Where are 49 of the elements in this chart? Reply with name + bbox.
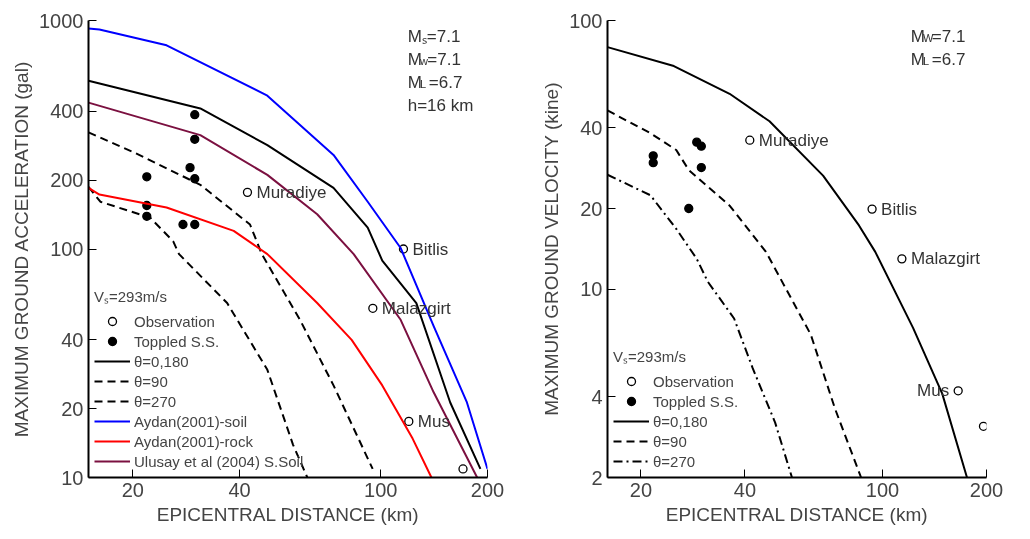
annotation: Bitlis xyxy=(881,199,917,219)
y-tick-label: 20 xyxy=(61,397,84,420)
annotation: Malazgirt xyxy=(910,249,981,269)
y-tick-label: 4 xyxy=(591,385,603,408)
legend-label: θ=90 xyxy=(653,432,687,450)
x-tick-label: 200 xyxy=(470,478,505,501)
x-tick-label: 20 xyxy=(629,478,653,501)
annotation: Bitlis xyxy=(412,239,449,259)
legend-label: Toppled S.S. xyxy=(134,332,220,350)
legend-label: θ=90 xyxy=(134,372,168,390)
x-tick-label: 20 xyxy=(121,478,144,501)
y-tick-label: 1000 xyxy=(39,9,84,32)
x-axis-title: EPICENTRAL DISTANCE (km) xyxy=(665,503,928,525)
legend-label: θ=0,180 xyxy=(653,412,708,430)
annotation: ML=6.7 xyxy=(910,50,966,70)
y-tick-label: 400 xyxy=(50,100,84,123)
legend-title: Vₛ=293m/s xyxy=(94,287,168,306)
legend-label: θ=270 xyxy=(653,452,696,470)
y-tick-label: 40 xyxy=(61,328,84,351)
legend-label: Observation xyxy=(653,372,734,390)
y-tick-label: 40 xyxy=(580,116,603,139)
annotation: ML=6.7 xyxy=(407,73,463,93)
legend-label: θ=0,180 xyxy=(134,352,189,370)
annotation: MW=7.1 xyxy=(910,27,966,47)
legend-label: Ulusay et al (2004) S.Soil xyxy=(134,452,304,470)
annotation: h=16 km xyxy=(407,95,474,115)
y-tick-label: 200 xyxy=(50,169,84,192)
x-axis-title: EPICENTRAL DISTANCE (km) xyxy=(156,503,419,525)
legend-label: θ=270 xyxy=(134,392,177,410)
y-tick-label: 100 xyxy=(569,9,603,32)
x-tick-label: 200 xyxy=(969,478,1004,501)
legend-label: Observation xyxy=(134,312,215,330)
y-tick-label: 20 xyxy=(580,197,603,220)
y-tick-label: 10 xyxy=(580,278,603,301)
x-tick-label: 40 xyxy=(733,478,757,501)
y-tick-label: 10 xyxy=(61,466,84,489)
legend-label: Aydan(2001)-soil xyxy=(134,412,248,430)
x-tick-label: 100 xyxy=(364,478,398,501)
legend-label: Toppled S.S. xyxy=(653,392,739,410)
annotation: Mw=7.1 xyxy=(407,50,461,70)
x-tick-label: 100 xyxy=(865,478,900,501)
x-tick-label: 40 xyxy=(228,478,251,501)
y-tick-label: 2 xyxy=(591,466,603,489)
legend-label: Aydan(2001)-rock xyxy=(134,432,253,450)
y-tick-label: 100 xyxy=(50,238,84,260)
y-axis-title: MAXIMUM GROUND VELOCITY (kine) xyxy=(541,82,563,416)
y-axis-title: MAXIMUM GROUND ACCELERATION (gal) xyxy=(11,61,33,438)
legend-title: Vₛ=293m/s xyxy=(613,347,687,366)
annotation: Mₛ=7.1 xyxy=(407,27,461,47)
